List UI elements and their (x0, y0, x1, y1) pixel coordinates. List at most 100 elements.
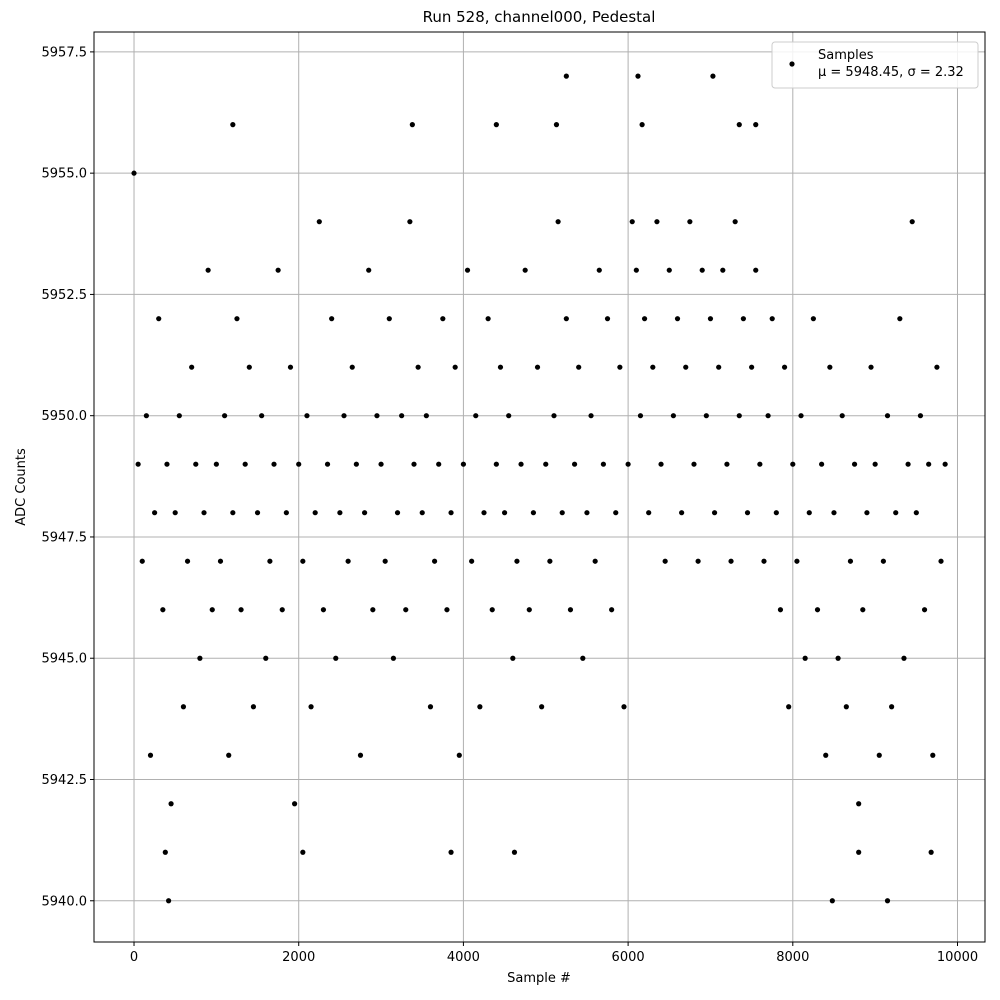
data-point (856, 849, 862, 855)
data-point (646, 510, 652, 516)
axes-frame (93, 31, 986, 943)
x-tick-label: 2000 (282, 950, 315, 965)
data-point (819, 461, 825, 467)
data-point (901, 655, 907, 661)
data-point (193, 461, 199, 467)
data-point (497, 364, 504, 370)
data-point (683, 364, 689, 370)
y-axis-label: ADC Counts (14, 448, 29, 526)
data-point (716, 364, 722, 370)
data-point (707, 316, 714, 322)
data-point (563, 73, 569, 79)
data-point (629, 219, 635, 225)
data-point (407, 219, 413, 225)
data-point (246, 364, 252, 370)
data-point (481, 510, 487, 516)
data-point (300, 849, 306, 855)
data-point (409, 122, 415, 128)
data-point (162, 849, 168, 855)
data-point (872, 461, 878, 467)
data-point (431, 558, 438, 564)
data-point (851, 461, 858, 467)
data-point (790, 461, 796, 467)
data-point (378, 461, 384, 467)
data-point (329, 316, 335, 322)
data-point (522, 267, 528, 273)
data-point (604, 316, 611, 322)
data-point (444, 607, 450, 613)
data-point (382, 558, 388, 564)
data-point (156, 316, 162, 322)
data-point (827, 364, 833, 370)
data-point (139, 558, 145, 564)
data-point (254, 510, 261, 516)
data-point (197, 655, 203, 661)
data-point (613, 510, 619, 516)
data-point (275, 267, 281, 273)
data-point (514, 558, 520, 564)
data-point (168, 801, 174, 807)
x-tick-label: 8000 (776, 950, 809, 965)
data-point (691, 461, 697, 467)
data-point (600, 461, 607, 467)
data-point (711, 510, 718, 516)
data-point (423, 413, 429, 419)
data-point (452, 364, 458, 370)
data-point (189, 364, 195, 370)
data-point (740, 316, 746, 322)
data-point (222, 413, 228, 419)
data-point (753, 267, 759, 273)
data-point (794, 558, 800, 564)
data-point (798, 413, 804, 419)
data-point (250, 704, 257, 710)
data-point (777, 607, 784, 613)
x-axis-label: Sample # (507, 971, 571, 986)
data-point (287, 364, 294, 370)
data-point (493, 461, 499, 467)
data-point (829, 898, 835, 904)
data-point (361, 510, 368, 516)
data-point (699, 267, 705, 273)
data-point (674, 316, 681, 322)
data-point (399, 413, 405, 419)
data-point (366, 267, 372, 273)
data-point (567, 607, 574, 613)
data-point (143, 413, 149, 419)
data-point (493, 122, 499, 128)
data-point (390, 655, 397, 661)
data-point (835, 655, 841, 661)
data-point (744, 510, 751, 516)
legend-box (771, 41, 979, 89)
data-point (703, 413, 709, 419)
data-point (650, 364, 656, 370)
data-point (184, 558, 191, 564)
data-point (547, 558, 553, 564)
data-point (621, 704, 627, 710)
data-point (160, 607, 166, 613)
data-point (641, 316, 648, 322)
data-point (635, 73, 641, 79)
data-point (279, 607, 285, 613)
data-point (773, 510, 779, 516)
data-point (201, 510, 207, 516)
data-point (769, 316, 775, 322)
data-point (411, 461, 417, 467)
data-point (440, 316, 446, 322)
data-point (234, 316, 240, 322)
data-point (736, 122, 742, 128)
data-point (456, 752, 462, 758)
data-point (526, 607, 532, 613)
data-point (728, 558, 734, 564)
data-point (259, 413, 265, 419)
chart-title: Run 528, channel000, Pedestal (423, 8, 656, 26)
data-point (654, 219, 660, 225)
data-point (889, 704, 895, 710)
data-point (666, 267, 672, 273)
data-point (205, 267, 211, 273)
legend-annotation: μ = 5948.45, σ = 2.32 (818, 65, 964, 80)
data-point (662, 558, 668, 564)
data-point (905, 461, 911, 467)
data-point (934, 364, 940, 370)
x-tick-label: 10000 (937, 950, 978, 965)
data-point (345, 558, 351, 564)
